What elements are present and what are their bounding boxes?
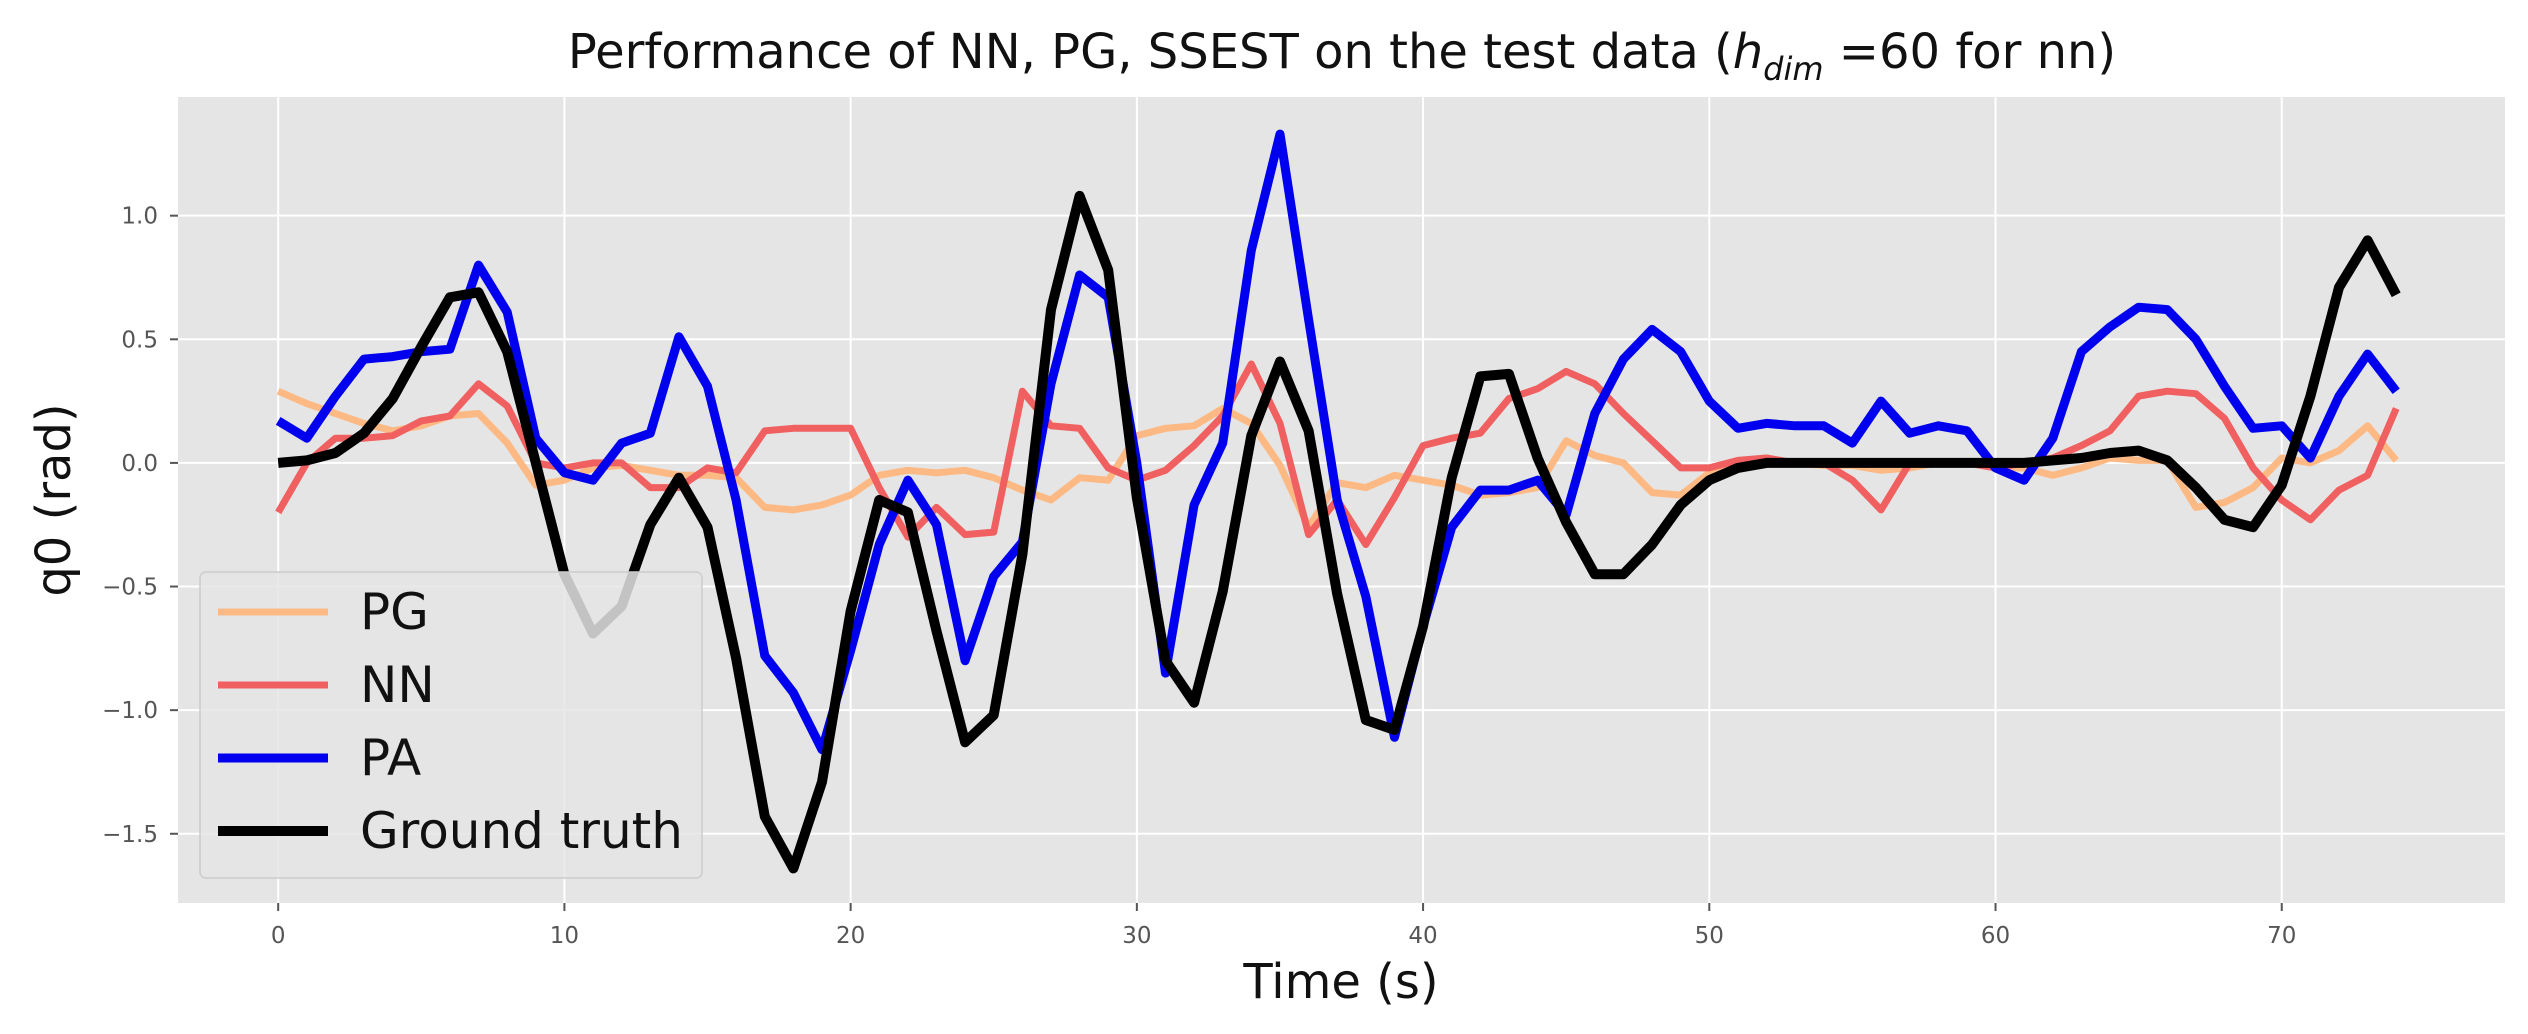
x-tick-label: 50 [1695,923,1724,949]
legend-label-ground-truth: Ground truth [360,802,683,860]
y-tick-label: 0.0 [121,451,158,477]
legend: PG NN PA Ground truth [199,571,703,879]
y-tick-label: 1.0 [121,204,158,230]
tick-layer: 0 10 20 30 40 50 60 70 1.0 0.5 0.0 −0.5 −1.0 −1.5 [102,204,2296,949]
grid-lines [178,97,2505,903]
y-axis-label: q0 (rad) [26,403,82,596]
y-tick-label: −0.5 [102,575,158,601]
legend-label-pa: PA [360,729,421,787]
x-tick-label: 0 [271,923,286,949]
chart-title-math: h [1733,24,1763,80]
y-tick-label: −1.0 [102,698,158,724]
chart-title-main: Performance of NN, PG, SSEST on the test… [568,24,1733,80]
legend-label-nn: NN [360,656,435,714]
y-tick-label: −1.5 [102,822,158,848]
series-line-pa [275,129,2400,755]
x-tick-label: 40 [1408,923,1437,949]
x-axis-label: Time (s) [1242,954,1438,1010]
x-tick-label: 30 [1122,923,1151,949]
legend-box [199,571,703,879]
x-tick-label: 20 [836,923,865,949]
x-tick-label: 70 [2267,923,2296,949]
x-tick-label: 60 [1981,923,2010,949]
chart-title-tail: =60 for nn) [1824,24,2117,80]
legend-label-pg: PG [360,583,429,641]
x-tick-label: 10 [550,923,579,949]
chart-title-math-sub: dim [1763,50,1823,88]
y-tick-label: 0.5 [121,327,158,353]
chart-title: Performance of NN, PG, SSEST on the test… [568,24,2116,88]
